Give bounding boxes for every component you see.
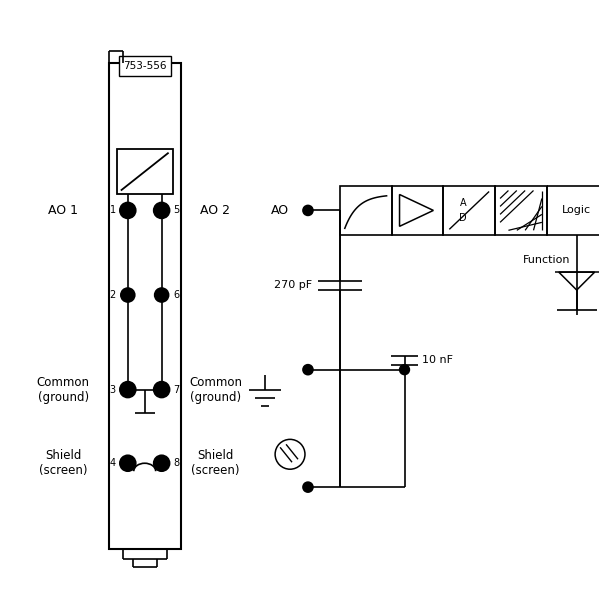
Bar — [119, 56, 170, 76]
Bar — [443, 185, 495, 235]
Bar — [340, 185, 392, 235]
Text: D: D — [460, 214, 467, 223]
Text: 5: 5 — [173, 205, 180, 215]
Bar — [392, 185, 443, 235]
Circle shape — [154, 202, 170, 218]
Text: 2: 2 — [110, 290, 116, 300]
Circle shape — [155, 288, 169, 302]
Text: 1: 1 — [110, 205, 116, 215]
Text: Shield
(screen): Shield (screen) — [39, 449, 88, 477]
Text: 753-556: 753-556 — [123, 61, 166, 71]
Text: A: A — [460, 199, 467, 208]
Text: 10 nF: 10 nF — [422, 355, 454, 365]
Text: 6: 6 — [173, 290, 180, 300]
Circle shape — [303, 365, 313, 374]
Text: Shield
(screen): Shield (screen) — [191, 449, 239, 477]
Circle shape — [154, 382, 170, 398]
Text: 270 pF: 270 pF — [274, 280, 312, 290]
Bar — [547, 185, 600, 235]
Text: Common
(ground): Common (ground) — [37, 376, 89, 404]
Text: Common
(ground): Common (ground) — [189, 376, 242, 404]
Text: Function: Function — [523, 255, 571, 265]
Text: AO 2: AO 2 — [200, 204, 230, 217]
Text: 7: 7 — [173, 385, 180, 395]
Text: Logic: Logic — [562, 205, 591, 215]
Circle shape — [121, 288, 135, 302]
Circle shape — [400, 365, 409, 374]
Circle shape — [120, 455, 136, 471]
Bar — [109, 63, 181, 549]
Circle shape — [303, 482, 313, 492]
Circle shape — [154, 455, 170, 471]
Text: AO 1: AO 1 — [48, 204, 78, 217]
Text: 8: 8 — [173, 458, 180, 468]
Bar — [495, 185, 547, 235]
Circle shape — [303, 205, 313, 215]
Text: 4: 4 — [110, 458, 116, 468]
Text: AO: AO — [271, 204, 289, 217]
Circle shape — [120, 382, 136, 398]
Circle shape — [120, 202, 136, 218]
Bar — [117, 149, 173, 194]
Text: 3: 3 — [110, 385, 116, 395]
